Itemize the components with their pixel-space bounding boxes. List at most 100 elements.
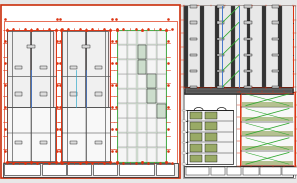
Bar (244, 86, 252, 88)
Bar (138, 31, 146, 44)
Bar (205, 133, 217, 141)
Bar (242, 161, 293, 165)
Bar (190, 122, 202, 130)
Bar (128, 31, 136, 44)
Bar (190, 112, 202, 119)
Bar (244, 38, 252, 40)
Bar (117, 30, 166, 162)
Bar (184, 166, 293, 177)
Bar (147, 60, 156, 74)
Bar (200, 6, 204, 87)
Bar (93, 164, 117, 175)
Bar (40, 92, 47, 96)
Bar (189, 70, 197, 72)
Bar (40, 141, 47, 144)
Bar (205, 144, 217, 152)
Bar (182, 142, 186, 143)
Bar (182, 109, 186, 111)
Bar (70, 92, 77, 96)
Bar (40, 66, 47, 69)
Bar (138, 118, 146, 132)
Bar (217, 86, 224, 88)
Bar (242, 146, 293, 150)
Bar (157, 104, 166, 118)
Bar (262, 6, 266, 87)
Bar (250, 6, 262, 87)
Bar (118, 45, 127, 59)
Bar (271, 54, 279, 56)
Bar (1, 5, 180, 178)
Bar (240, 92, 295, 166)
Bar (128, 60, 136, 74)
Bar (189, 5, 197, 8)
Bar (118, 133, 127, 147)
Bar (260, 167, 281, 175)
Bar (217, 5, 224, 8)
Bar (86, 31, 108, 107)
Bar (243, 167, 259, 175)
Bar (235, 6, 247, 87)
Bar (217, 54, 224, 56)
Bar (244, 21, 252, 24)
Bar (242, 102, 293, 107)
Bar (217, 21, 224, 24)
Bar (266, 6, 278, 87)
Bar (157, 89, 166, 103)
Bar (28, 44, 34, 48)
Bar (119, 164, 154, 175)
Bar (157, 60, 166, 74)
Bar (217, 38, 224, 40)
Bar (138, 45, 146, 59)
Bar (4, 164, 40, 175)
Bar (3, 163, 178, 177)
Bar (7, 107, 55, 161)
Bar (138, 60, 146, 74)
Bar (215, 6, 219, 87)
Bar (185, 7, 292, 86)
Bar (147, 89, 156, 103)
Bar (244, 5, 252, 8)
Bar (128, 89, 136, 103)
Bar (118, 104, 127, 118)
Bar (182, 120, 186, 122)
Bar (205, 154, 217, 162)
Bar (182, 131, 186, 133)
Bar (147, 74, 156, 88)
Bar (70, 66, 77, 69)
Bar (118, 89, 127, 103)
Bar (95, 92, 102, 96)
Bar (95, 66, 102, 69)
Bar (147, 104, 156, 118)
Bar (147, 74, 156, 88)
Bar (118, 118, 127, 132)
Bar (157, 133, 166, 147)
Bar (128, 118, 136, 132)
Bar (242, 117, 293, 121)
Bar (128, 104, 136, 118)
Bar (190, 144, 202, 152)
Bar (271, 70, 279, 72)
Bar (15, 92, 22, 96)
Bar (184, 6, 188, 87)
Bar (157, 74, 166, 88)
Bar (61, 30, 110, 162)
Bar (82, 44, 89, 48)
Bar (7, 31, 30, 107)
Bar (242, 131, 293, 136)
Bar (231, 6, 235, 87)
Bar (138, 74, 146, 88)
Bar (118, 60, 127, 74)
Bar (227, 167, 241, 175)
Bar (219, 6, 231, 87)
Bar (184, 88, 293, 94)
Bar (138, 89, 146, 103)
Bar (67, 164, 91, 175)
Bar (95, 141, 102, 144)
Bar (205, 122, 217, 130)
Bar (271, 86, 279, 88)
Bar (138, 60, 146, 74)
Bar (157, 118, 166, 132)
Bar (15, 141, 22, 144)
Bar (147, 118, 156, 132)
Bar (271, 5, 279, 8)
